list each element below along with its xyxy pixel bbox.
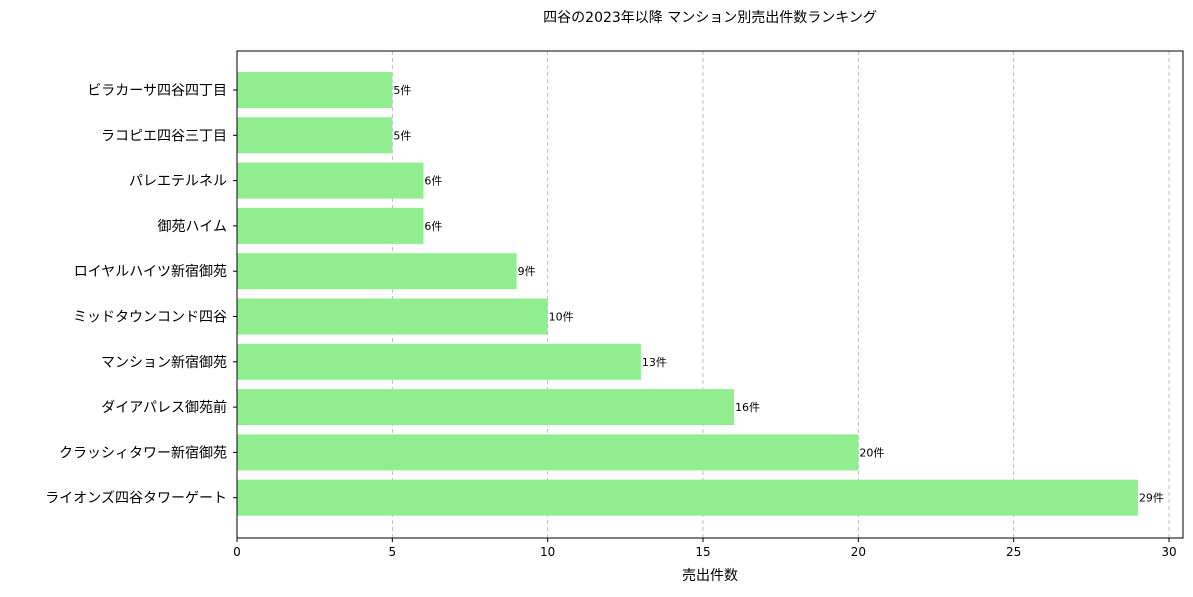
bar — [237, 298, 548, 335]
plot-frame — [236, 50, 1184, 539]
bar — [237, 389, 735, 426]
bar — [237, 343, 641, 380]
y-tick-label: クラッシィタワー新宿御苑 — [59, 444, 227, 461]
y-tick-label: マンション新宿御苑 — [101, 354, 227, 371]
bar — [237, 117, 393, 154]
y-tick-label: ダイアパレス御苑前 — [101, 399, 227, 416]
y-tick-label: ロイヤルハイツ新宿御苑 — [74, 263, 227, 280]
bar-data-label: 5件 — [393, 84, 411, 97]
x-tick-label: 0 — [233, 545, 241, 559]
y-tick-label: ミッドタウンコンド四谷 — [73, 310, 227, 326]
bar-data-label: 6件 — [424, 220, 442, 233]
chart-title: 四谷の2023年以降 マンション別売出件数ランキング — [543, 10, 877, 26]
y-tick-label: ライオンズ四谷タワーゲート — [45, 491, 227, 507]
bar — [237, 162, 424, 199]
y-tick-label: ラコピエ四谷三丁目 — [101, 128, 227, 144]
bar — [237, 207, 424, 244]
x-tick-label: 30 — [1161, 545, 1176, 559]
bar — [237, 479, 1138, 516]
bar-data-label: 6件 — [424, 175, 442, 188]
bar — [237, 72, 393, 108]
x-tick-label: 25 — [1006, 545, 1021, 559]
bar-data-label: 16件 — [735, 401, 760, 414]
x-axis-label: 売出件数 — [682, 568, 738, 584]
bar — [237, 253, 517, 290]
bar-data-label: 5件 — [393, 129, 411, 142]
x-tick-label: 20 — [851, 545, 866, 559]
bar-data-label: 20件 — [859, 446, 884, 459]
bar-data-label: 13件 — [642, 356, 667, 369]
y-tick-label: パレエテルネル — [129, 174, 227, 190]
bar-data-label: 9件 — [518, 265, 536, 278]
x-tick-label: 10 — [540, 545, 555, 559]
y-tick-label: ビラカーサ四谷四丁目 — [87, 83, 227, 99]
x-tick-label: 5 — [389, 545, 397, 559]
bar — [237, 434, 859, 471]
x-tick-label: 15 — [695, 545, 710, 559]
y-tick-label: 御苑ハイム — [158, 219, 227, 235]
bar-data-label: 10件 — [549, 311, 574, 324]
bar-data-label: 29件 — [1139, 492, 1164, 505]
